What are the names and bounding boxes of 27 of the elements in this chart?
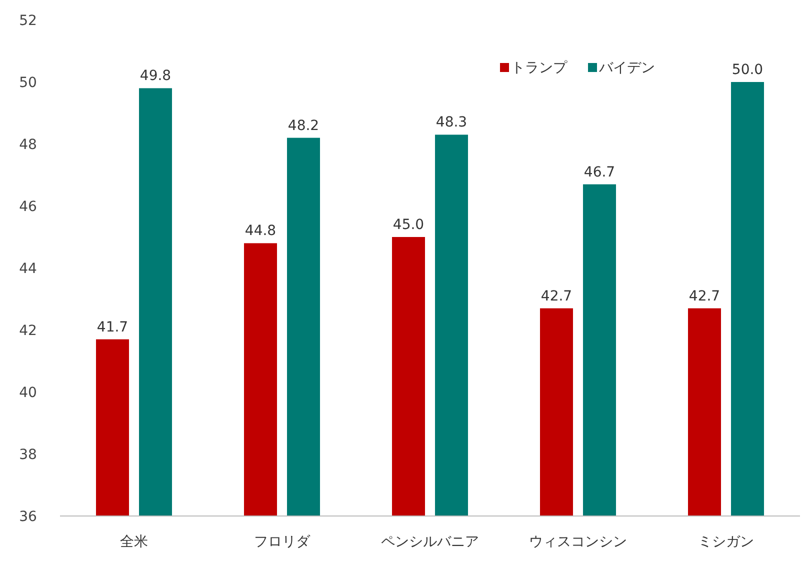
y-tick-label: 38 bbox=[19, 447, 37, 463]
legend-label: トランプ bbox=[511, 60, 568, 76]
x-tick-label: ペンシルバニア bbox=[381, 534, 479, 550]
data-label: 45.0 bbox=[392, 217, 424, 233]
data-label: 42.7 bbox=[688, 288, 720, 304]
x-tick-label: ウィスコンシン bbox=[529, 534, 627, 550]
data-label: 50.0 bbox=[732, 62, 764, 78]
y-tick-label: 44 bbox=[19, 261, 37, 277]
y-tick-label: 40 bbox=[19, 385, 37, 401]
data-label: 48.3 bbox=[436, 114, 468, 131]
data-label: 42.7 bbox=[540, 288, 572, 304]
data-label: 46.7 bbox=[584, 164, 616, 180]
y-tick-label: 36 bbox=[19, 509, 37, 525]
y-tick-label: 42 bbox=[19, 323, 37, 339]
x-tick-label: フロリダ bbox=[254, 534, 311, 550]
data-label: 49.8 bbox=[140, 68, 172, 84]
y-tick-label: 46 bbox=[19, 199, 37, 215]
legend-バイデン: バイデン bbox=[588, 60, 655, 76]
x-tick-label: 全米 bbox=[120, 534, 148, 550]
y-tick-label: 48 bbox=[19, 137, 37, 153]
data-label: 41.7 bbox=[96, 319, 128, 336]
data-label: 48.2 bbox=[288, 118, 320, 134]
legend-トランプ: トランプ bbox=[500, 60, 567, 76]
y-tick-label: 50 bbox=[19, 75, 37, 91]
y-tick-label: 52 bbox=[19, 13, 37, 29]
x-tick-label: ミシガン bbox=[698, 534, 754, 550]
data-label: 44.8 bbox=[244, 223, 276, 240]
